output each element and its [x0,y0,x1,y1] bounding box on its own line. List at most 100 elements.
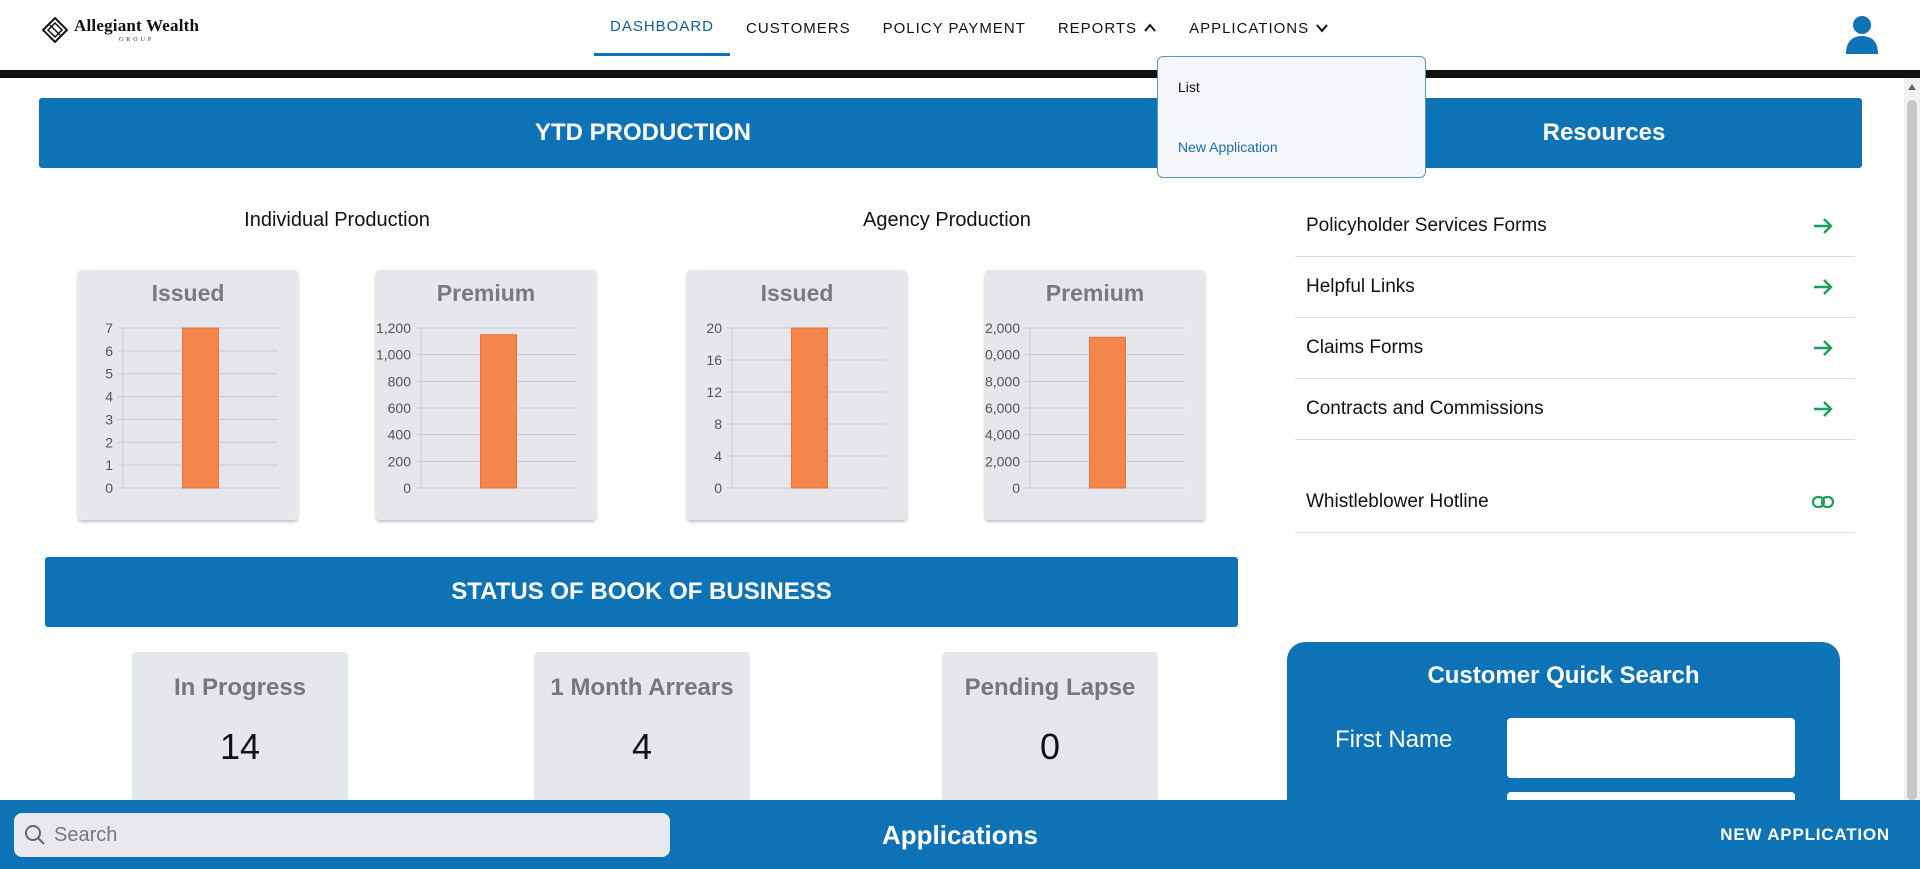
nav-applications[interactable]: APPLICATIONS [1173,0,1345,56]
resource-whistleblower-hotline[interactable]: Whistleblower Hotline [1295,472,1855,533]
y-tick-label: 8,000 [985,373,1020,389]
page-scrollbar[interactable] [1904,78,1920,800]
y-tick-label: 1,000 [376,347,411,363]
y-tick-label: 20 [706,320,722,336]
y-tick-label: 200 [388,453,412,469]
y-tick-label: 2,000 [985,453,1020,469]
nav-reports-label: REPORTS [1057,19,1138,37]
chart-svg: 0 200 400 600 800 1,000 1,200 [376,320,576,496]
ytd-production-banner: YTD PRODUCTION Resources [39,98,1862,168]
chart-svg: 0 4 8 12 16 20 [706,320,887,496]
nav-customers[interactable]: CUSTOMERS [730,0,867,56]
status-card-1-month-arrears[interactable]: 1 Month Arrears 4 [534,652,750,812]
brand-logo[interactable]: Allegiant Wealth GROUP [42,16,199,43]
individual-production-title: Individual Production [244,209,430,231]
y-tick-label: 1,200 [376,320,411,336]
status-card-pending-lapse[interactable]: Pending Lapse 0 [942,652,1158,812]
arrow-right-icon [1814,401,1833,417]
y-tick-label: 5 [105,366,113,382]
status-of-book-banner: STATUS OF BOOK OF BUSINESS [45,557,1238,627]
dropdown-item-new-application[interactable]: New Application [1178,139,1278,155]
bar [480,334,517,489]
y-tick-label: 0 [1012,480,1020,496]
status-card-label: 1 Month Arrears [550,674,734,701]
bottom-bar: Applications NEW APPLICATION [0,800,1920,869]
y-tick-label: 0 [403,480,411,496]
brand-name: Allegiant Wealth [74,16,200,35]
y-tick-label: 4 [714,448,722,464]
nav-reports[interactable]: REPORTS [1042,0,1173,56]
status-card-value: 4 [631,726,653,767]
y-tick-label: 7 [105,320,113,336]
status-card-value: 0 [1039,726,1061,767]
resources-list: Policyholder Services Forms Helpful Link… [1295,196,1855,533]
dropdown-item-list[interactable]: List [1178,79,1200,95]
y-tick-label: 4 [105,389,113,405]
y-tick-label: 8 [714,416,722,432]
bar [791,327,828,489]
arrow-right-icon [1814,340,1833,356]
y-tick-label: 10,000 [985,347,1020,363]
nav-policy-payment[interactable]: POLICY PAYMENT [867,0,1042,56]
status-card-label: Pending Lapse [964,674,1136,701]
bar [1089,336,1126,489]
resource-label: Whistleblower Hotline [1306,491,1489,512]
y-tick-label: 3 [105,411,113,427]
chevron-down-icon [1316,24,1328,33]
individual-issued-chart: Issued 0 1 2 3 4 5 6 7 [78,270,298,520]
nav-customers-label: CUSTOMERS [746,19,851,37]
y-tick-label: 16 [706,352,722,368]
logo-emblem-icon [42,16,68,43]
quick-search-title: Customer Quick Search [1427,662,1700,689]
applications-dropdown: List New Application [1157,56,1426,178]
y-tick-label: 0 [105,480,113,496]
search-icon [25,825,45,845]
y-tick-label: 800 [388,373,412,389]
y-tick-label: 6 [105,343,113,359]
bar [182,327,219,489]
chart-svg: 0 2,000 4,000 6,000 8,000 10,000 12,000 [985,320,1185,496]
header-divider [0,70,1920,78]
nav-dashboard[interactable]: DASHBOARD [594,0,731,56]
scroll-thumb[interactable] [1907,100,1917,800]
resource-label: Contracts and Commissions [1306,398,1544,419]
status-card-in-progress[interactable]: In Progress 14 [132,652,348,812]
y-tick-label: 0 [714,480,722,496]
logo-text: Allegiant Wealth GROUP [74,16,199,43]
chart-title: Issued [760,280,834,306]
nav-policy-payment-label: POLICY PAYMENT [882,19,1026,37]
search-box[interactable] [14,813,670,857]
chart-title: Issued [151,280,225,306]
y-tick-label: 6,000 [985,400,1020,416]
agency-issued-chart: Issued 0 4 8 12 16 20 [687,270,907,520]
resource-helpful-links[interactable]: Helpful Links [1295,257,1855,318]
agency-premium-chart: Premium 0 2,000 4,000 6,000 8,000 10,000 12,00… [985,270,1205,520]
chart-svg: 0 1 2 3 4 5 6 7 [105,320,278,496]
y-tick-label: 4,000 [985,427,1020,443]
y-tick-label: 12,000 [985,320,1020,336]
status-card-label: In Progress [173,674,307,701]
nav-applications-label: APPLICATIONS [1189,19,1310,37]
new-application-button[interactable]: NEW APPLICATION [1720,825,1890,844]
y-tick-label: 2 [105,434,113,450]
resource-contracts-and-commissions[interactable]: Contracts and Commissions [1295,379,1855,440]
chart-title: Premium [1045,280,1145,306]
y-tick-label: 400 [388,427,412,443]
top-navbar: Allegiant Wealth GROUP DASHBOARD CUSTOME… [0,0,1920,70]
link-icon [1811,495,1835,509]
resource-claims-forms[interactable]: Claims Forms [1295,318,1855,379]
ytd-production-title: YTD PRODUCTION [535,119,751,146]
resource-policyholder-services-forms[interactable]: Policyholder Services Forms [1295,196,1855,257]
resource-label: Claims Forms [1306,337,1424,358]
y-tick-label: 1 [105,457,113,473]
resource-label: Policyholder Services Forms [1306,215,1547,236]
arrow-right-icon [1814,218,1833,234]
scroll-up-arrow-icon[interactable] [1908,84,1916,90]
user-account-icon[interactable] [1844,14,1880,54]
first-name-input[interactable] [1507,718,1795,778]
search-input[interactable] [54,823,654,847]
resources-title: Resources [1542,119,1666,146]
nav-dashboard-label: DASHBOARD [610,18,715,35]
resource-label: Helpful Links [1306,276,1415,297]
